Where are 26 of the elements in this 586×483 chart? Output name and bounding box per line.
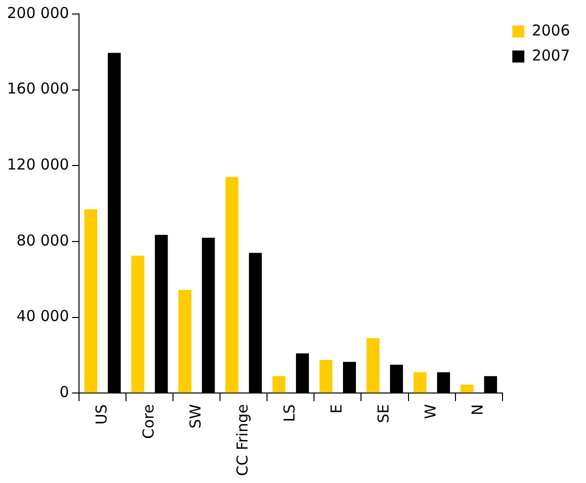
x-tick-label: N (468, 404, 487, 416)
x-tick-label: Core (139, 404, 158, 439)
legend-label: 2006 (532, 21, 570, 40)
y-tick-label: 0 (59, 383, 70, 402)
x-tick-label: US (92, 404, 110, 425)
y-tick-label: 80 000 (16, 231, 70, 250)
x-tick-label: SE (374, 404, 393, 424)
y-tick-label: 160 000 (7, 80, 70, 98)
bar (178, 290, 192, 393)
x-tick-label: LS (280, 404, 299, 422)
bar (225, 177, 238, 393)
bar (319, 360, 332, 393)
x-tick-label: CC Fringe (234, 404, 252, 476)
y-tick-label: 200 000 (7, 4, 70, 22)
bar (414, 372, 426, 393)
x-tick-label: SW (186, 404, 204, 429)
x-tick-label: E (328, 404, 346, 414)
bar (460, 384, 474, 393)
bar (84, 209, 98, 393)
y-tick-label: 120 000 (7, 156, 70, 174)
bar (272, 376, 286, 393)
x-tick-label: W (422, 404, 440, 419)
bar (366, 338, 380, 393)
legend-label: 2007 (532, 46, 570, 64)
y-tick-label: 40 000 (16, 307, 70, 326)
bar (131, 256, 144, 393)
